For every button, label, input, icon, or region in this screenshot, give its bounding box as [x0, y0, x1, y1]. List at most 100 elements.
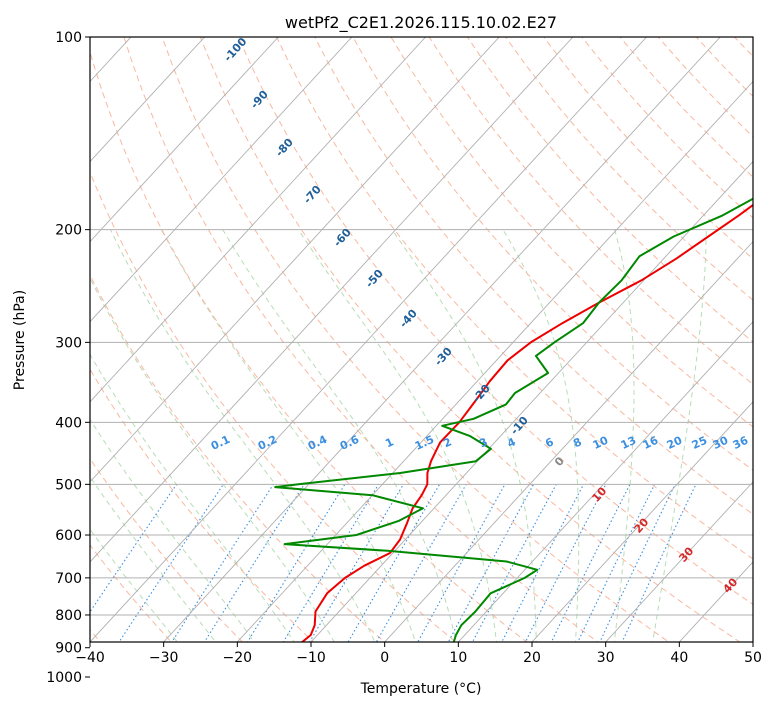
dry-adiabat	[199, 37, 741, 642]
moist-adiabat	[502, 229, 580, 642]
mixing-ratio-line	[171, 483, 274, 642]
isotherm	[384, 240, 753, 642]
isotherm	[310, 160, 753, 642]
mixing-ratio-label: 0.4	[306, 433, 329, 453]
moist-adiabat	[222, 229, 457, 642]
dry-adiabat-label: -30	[432, 345, 455, 369]
dry-adiabat-label: -50	[363, 267, 386, 291]
isotherm	[752, 641, 753, 642]
mixing-ratio-label: 25	[690, 434, 709, 452]
mixing-ratio-label: 10	[591, 434, 611, 452]
x-tick-label: 20	[523, 650, 541, 666]
isotherm	[90, 37, 426, 403]
mixing-ratio-line	[577, 484, 656, 642]
mixing-ratio-line	[417, 484, 506, 642]
mixing-ratio-label: 8	[571, 435, 583, 450]
moist-adiabat	[652, 229, 707, 642]
y-tick-label: 500	[55, 477, 82, 493]
x-tick-label: −30	[149, 650, 179, 666]
dry-adiabat	[90, 170, 457, 642]
x-tick-label: 40	[670, 650, 688, 666]
mixing-ratio-label: 2	[441, 435, 453, 450]
y-tick-label: 700	[55, 571, 82, 587]
dry-adiabat	[543, 37, 753, 260]
dry-adiabat	[161, 37, 670, 642]
y-axis-label: Pressure (hPa)	[12, 290, 28, 390]
isotherm	[531, 401, 753, 642]
mixing-ratio-label: 1.5	[413, 433, 436, 453]
mixing-ratio-label: 13	[619, 434, 638, 452]
mixing-ratio-line	[447, 484, 535, 642]
x-tick-label: −40	[75, 650, 105, 666]
dry-adiabat	[314, 37, 753, 515]
y-tick-label: 800	[55, 608, 82, 624]
isotherm	[605, 481, 753, 642]
dry-adiabat	[90, 368, 315, 642]
mixing-ratio-label: 0.1	[209, 433, 232, 453]
isotherm	[0, 37, 57, 691]
y-tick-label: 300	[55, 335, 82, 351]
moist-adiabat	[297, 229, 497, 642]
mixing-ratio-label: 1	[383, 435, 395, 450]
moist-adiabat	[90, 353, 295, 642]
dry-adiabat	[352, 37, 753, 471]
y-tick-label: 400	[55, 415, 82, 431]
dry-adiabat	[428, 37, 753, 385]
dry-adiabat-label: -40	[397, 307, 420, 331]
isotherm	[90, 37, 574, 563]
x-tick-label: 50	[744, 650, 762, 666]
mixing-ratio-line	[118, 483, 224, 642]
isotherm	[678, 561, 753, 642]
y-tick-label: 600	[55, 528, 82, 544]
moist-adiabat	[90, 418, 256, 642]
dry-adiabat-label: 0	[552, 454, 567, 469]
moist-adiabat	[160, 229, 417, 642]
x-tick-label: −10	[296, 650, 326, 666]
dry-adiabat	[90, 50, 528, 642]
mixing-ratio-label: 0.2	[256, 433, 279, 453]
dry-adiabat	[619, 37, 753, 178]
dry-adiabat	[90, 457, 244, 642]
pressure-gridlines	[90, 37, 753, 616]
isotherm	[90, 37, 647, 642]
isotherm	[90, 37, 353, 323]
moist-adiabat	[613, 229, 635, 642]
dry-adiabat-label: -90	[248, 88, 271, 112]
dry-adiabat	[237, 37, 753, 605]
mixing-ratio-line	[471, 484, 557, 642]
mixing-ratio-line	[203, 484, 305, 642]
isotherm	[90, 37, 205, 163]
dry-adiabat	[657, 37, 753, 138]
dry-adiabat	[276, 37, 753, 560]
isotherm	[90, 37, 279, 243]
x-tick-label: 30	[597, 650, 615, 666]
dewpoint-line	[274, 197, 753, 642]
dry-adiabat	[390, 37, 753, 428]
dry-adiabat	[90, 273, 386, 642]
mixing-ratio-label: 36	[731, 434, 751, 452]
mixing-ratio-line	[375, 484, 467, 642]
dry-adiabat-label: -10	[508, 414, 531, 438]
background-lines	[0, 37, 753, 691]
mixing-ratio-label: 16	[641, 434, 661, 452]
y-tick-label: 900	[55, 641, 82, 657]
isotherm	[90, 37, 500, 483]
moist-adiabat	[90, 475, 217, 642]
dry-adiabat-label: -80	[273, 136, 296, 160]
dry-adiabat-label: -70	[301, 183, 324, 207]
y-tick-label: 1000	[46, 670, 82, 686]
dry-adiabat-label: -100	[221, 35, 249, 64]
isotherm	[457, 321, 753, 642]
mixing-ratio-label: 20	[665, 434, 685, 452]
mixing-ratio-label: 30	[711, 434, 731, 452]
x-tick-label: −20	[223, 650, 253, 666]
mixing-ratio-label: 6	[543, 435, 556, 450]
dry-adiabat	[123, 37, 599, 642]
x-axis-label: Temperature (°C)	[360, 681, 482, 697]
moist-adiabat	[90, 528, 179, 642]
isotherm	[163, 37, 721, 642]
sounding-series	[274, 197, 753, 642]
mixing-ratio-label: 0.6	[338, 433, 361, 453]
dry-adiabat-label: 10	[589, 484, 609, 504]
